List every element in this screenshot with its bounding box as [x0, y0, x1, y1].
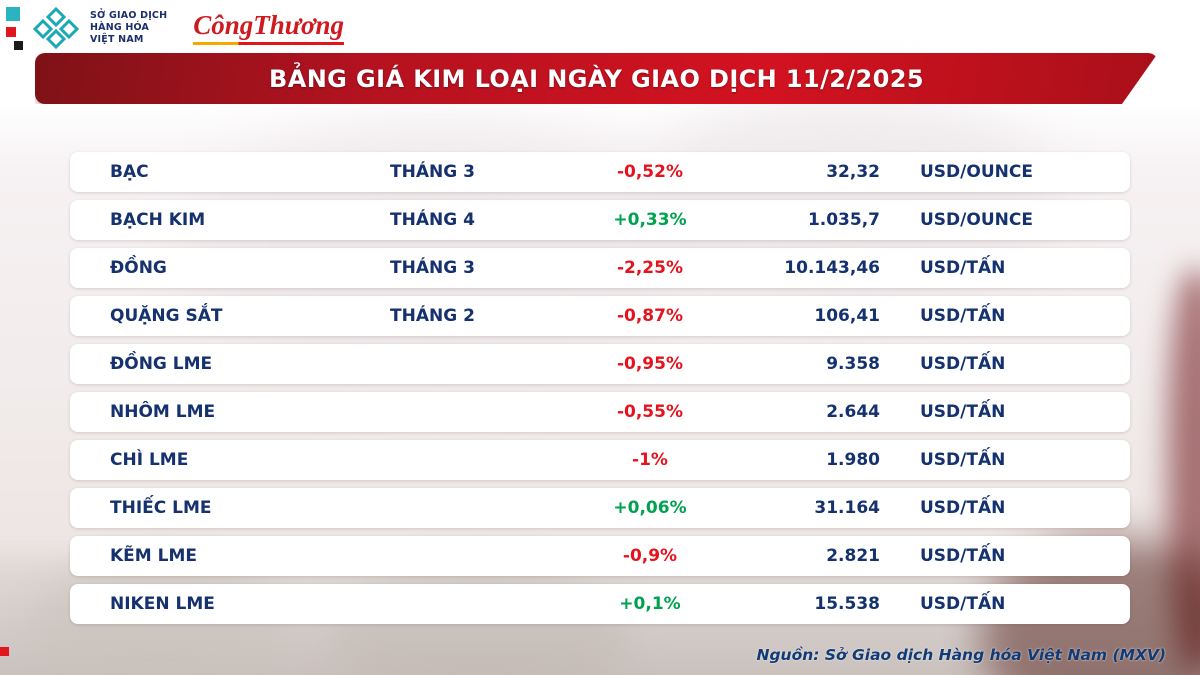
row-unit: USD/OUNCE — [920, 162, 1033, 182]
mxv-line-1: SỞ GIAO DỊCH — [90, 10, 168, 22]
row-unit: USD/TẤN — [920, 306, 1006, 326]
row-unit: USD/TẤN — [920, 354, 1006, 374]
header-logos: SỞ GIAO DỊCH HÀNG HÓA VIỆT NAM CôngThươn… — [30, 6, 344, 50]
table-row: NIKEN LME +0,1% 15.538 USD/TẤN — [70, 584, 1130, 624]
table-row: NHÔM LME -0,55% 2.644 USD/TẤN — [70, 392, 1130, 432]
row-metal-name: CHÌ LME — [110, 450, 189, 470]
row-unit: USD/TẤN — [920, 594, 1006, 614]
row-metal-name: BẠCH KIM — [110, 210, 206, 230]
row-contract-month: THÁNG 4 — [390, 210, 475, 230]
row-change-percent: -2,25% — [616, 258, 684, 278]
mxv-diamonds-icon — [32, 6, 80, 50]
row-change-percent: +0,06% — [613, 498, 687, 518]
row-unit: USD/OUNCE — [920, 210, 1033, 230]
congthuong-logo: CôngThương — [193, 10, 344, 45]
table-row: THIẾC LME +0,06% 31.164 USD/TẤN — [70, 488, 1130, 528]
source-credit: Nguồn: Sở Giao dịch Hàng hóa Việt Nam (M… — [756, 646, 1166, 664]
decor-square-black — [14, 41, 23, 50]
row-metal-name: QUẶNG SẮT — [110, 306, 223, 326]
decor-square-teal — [6, 7, 20, 21]
row-metal-name: ĐỒNG LME — [110, 354, 213, 374]
decor-square-red-bottom — [0, 647, 9, 656]
table-row: CHÌ LME -1% 1.980 USD/TẤN — [70, 440, 1130, 480]
row-metal-name: THIẾC LME — [110, 498, 212, 518]
table-row: ĐỒNG LME -0,95% 9.358 USD/TẤN — [70, 344, 1130, 384]
row-price: 15.538 — [814, 594, 880, 614]
row-price: 31.164 — [814, 498, 880, 518]
mxv-logo-text: SỞ GIAO DỊCH HÀNG HÓA VIỆT NAM — [90, 10, 167, 46]
row-price: 106,41 — [814, 306, 880, 326]
title-banner: BẢNG GIÁ KIM LOẠI NGÀY GIAO DỊCH 11/2/20… — [35, 53, 1158, 104]
congthuong-underline — [193, 41, 344, 45]
row-contract-month: THÁNG 3 — [390, 258, 475, 278]
row-change-percent: -0,95% — [616, 354, 684, 374]
row-contract-month: THÁNG 3 — [390, 162, 475, 182]
mxv-line-3: VIỆT NAM — [90, 33, 144, 45]
table-row: KẼM LME -0,9% 2.821 USD/TẤN — [70, 536, 1130, 576]
table-row: ĐỒNG THÁNG 3 -2,25% 10.143,46 USD/TẤN — [70, 248, 1130, 288]
congthuong-wordmark: CôngThương — [193, 10, 344, 41]
row-unit: USD/TẤN — [920, 546, 1006, 566]
row-price: 32,32 — [826, 162, 880, 182]
row-metal-name: NIKEN LME — [110, 594, 215, 614]
row-change-percent: -0,9% — [622, 546, 678, 566]
row-price: 1.035,7 — [807, 210, 880, 230]
row-price: 2.644 — [826, 402, 880, 422]
row-unit: USD/TẤN — [920, 450, 1006, 470]
row-change-percent: +0,1% — [619, 594, 681, 614]
row-change-percent: -0,87% — [616, 306, 684, 326]
row-unit: USD/TẤN — [920, 258, 1006, 278]
row-change-percent: +0,33% — [613, 210, 687, 230]
row-metal-name: KẼM LME — [110, 546, 197, 566]
row-contract-month: THÁNG 2 — [390, 306, 475, 326]
row-price: 10.143,46 — [784, 258, 880, 278]
row-price: 9.358 — [826, 354, 880, 374]
price-table: BẠC THÁNG 3 -0,52% 32,32 USD/OUNCE BẠCH … — [70, 152, 1130, 632]
mxv-line-2: HÀNG HÓA — [90, 22, 150, 34]
page-title: BẢNG GIÁ KIM LOẠI NGÀY GIAO DỊCH 11/2/20… — [269, 64, 924, 93]
row-metal-name: BẠC — [110, 162, 149, 182]
row-change-percent: -0,52% — [616, 162, 684, 182]
row-price: 2.821 — [826, 546, 880, 566]
row-price: 1.980 — [826, 450, 880, 470]
row-metal-name: NHÔM LME — [110, 402, 216, 422]
decor-square-red — [6, 27, 16, 37]
row-change-percent: -1% — [632, 450, 668, 470]
row-unit: USD/TẤN — [920, 402, 1006, 422]
right-edge-photo-haze — [1168, 270, 1200, 670]
table-row: BẠC THÁNG 3 -0,52% 32,32 USD/OUNCE — [70, 152, 1130, 192]
row-change-percent: -0,55% — [616, 402, 684, 422]
table-row: BẠCH KIM THÁNG 4 +0,33% 1.035,7 USD/OUNC… — [70, 200, 1130, 240]
row-metal-name: ĐỒNG — [110, 258, 167, 278]
table-row: QUẶNG SẮT THÁNG 2 -0,87% 106,41 USD/TẤN — [70, 296, 1130, 336]
row-unit: USD/TẤN — [920, 498, 1006, 518]
mxv-logo: SỞ GIAO DỊCH HÀNG HÓA VIỆT NAM — [30, 6, 167, 50]
